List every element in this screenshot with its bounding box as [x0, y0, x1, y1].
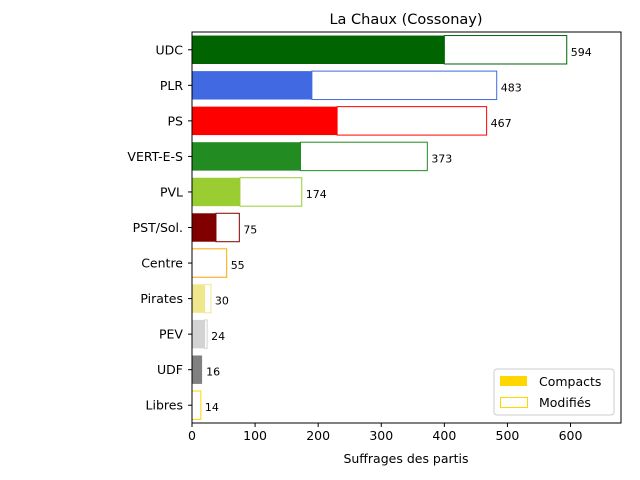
legend-label-compacts: Compacts: [539, 374, 601, 389]
data-label-ps: 467: [491, 117, 512, 130]
data-label-pvl: 174: [306, 188, 327, 201]
bar-modifies-libres: [191, 390, 202, 420]
y-tick-label-ps: PS: [168, 113, 184, 128]
bar-modifies-centre: [191, 248, 228, 278]
plot-frame: [191, 31, 622, 424]
bar-compacts-udf: [192, 355, 203, 384]
chart-title: La Chaux (Cossonay): [329, 12, 482, 28]
bar-compacts-pvl: [192, 177, 240, 207]
bars-group: 594 483 467 373 174 75 55 30 24 16 14: [191, 35, 592, 420]
data-label-udf: 16: [206, 366, 220, 379]
bar-modifies-pev: [204, 319, 208, 349]
bar-modifies-udc: [443, 35, 568, 65]
x-tick-label: 0: [188, 428, 196, 443]
data-label-udc: 594: [571, 46, 592, 59]
bar-compacts-plr: [192, 71, 312, 100]
bar-modifies-pirates: [204, 283, 212, 314]
data-label-plr: 483: [501, 81, 522, 94]
x-tick-label: 100: [243, 428, 267, 443]
bar-compacts-pev: [192, 319, 205, 349]
data-label-pirates: 30: [215, 295, 229, 308]
legend-swatch-compacts: [500, 376, 527, 386]
legend-swatch-modifies: [500, 397, 528, 408]
x-tick-label: 300: [369, 428, 393, 443]
x-tick-label: 400: [432, 428, 456, 443]
legend-label-modifies: Modifiés: [539, 395, 591, 410]
x-tick-label: 200: [306, 428, 330, 443]
data-label-vert-e-s: 373: [431, 152, 452, 165]
y-tick-label-libres: Libres: [146, 398, 183, 413]
y-tick-label-plr: PLR: [160, 78, 184, 93]
data-label-pev: 24: [211, 330, 225, 343]
y-tick-label-udf: UDF: [157, 362, 183, 377]
y-tick-label-pev: PEV: [159, 327, 183, 342]
data-label-centre: 55: [231, 259, 245, 272]
y-tick-label-pirates: Pirates: [140, 291, 183, 306]
y-tick-label-pvl: PVL: [160, 184, 183, 199]
x-tick-label: 600: [559, 428, 583, 443]
bar-compacts-udc: [192, 35, 445, 64]
bar-compacts-pst-sol: [192, 213, 216, 242]
bar-compacts-ps: [192, 106, 338, 136]
bar-modifies-plr: [311, 70, 498, 101]
y-tick-label-udc: UDC: [155, 42, 183, 57]
data-label-pst-sol: 75: [243, 224, 257, 237]
y-tick-label-pst-sol: PST/Sol.: [133, 220, 183, 235]
bar-compacts-vert-e-s: [192, 142, 301, 171]
bar-modifies-pvl: [239, 177, 303, 207]
y-tick-label-centre: Centre: [141, 256, 183, 271]
data-label-libres: 14: [205, 401, 219, 414]
bar-modifies-ps: [336, 106, 488, 136]
bar-compacts-pirates: [192, 284, 205, 313]
bar-modifies-vert-e-s: [300, 141, 428, 172]
y-tick-label-vert-e-s: VERT-E-S: [127, 149, 183, 164]
x-tick-label: 500: [496, 428, 520, 443]
axes-group: UDC PLR PS VERT-E-S PVL PST/Sol. Centre Pirates…: [127, 31, 622, 443]
bar-modifies-pst-sol: [215, 212, 240, 243]
x-axis-label: Suffrages des partis: [343, 451, 468, 466]
legend: Compacts Modifiés: [493, 368, 615, 416]
